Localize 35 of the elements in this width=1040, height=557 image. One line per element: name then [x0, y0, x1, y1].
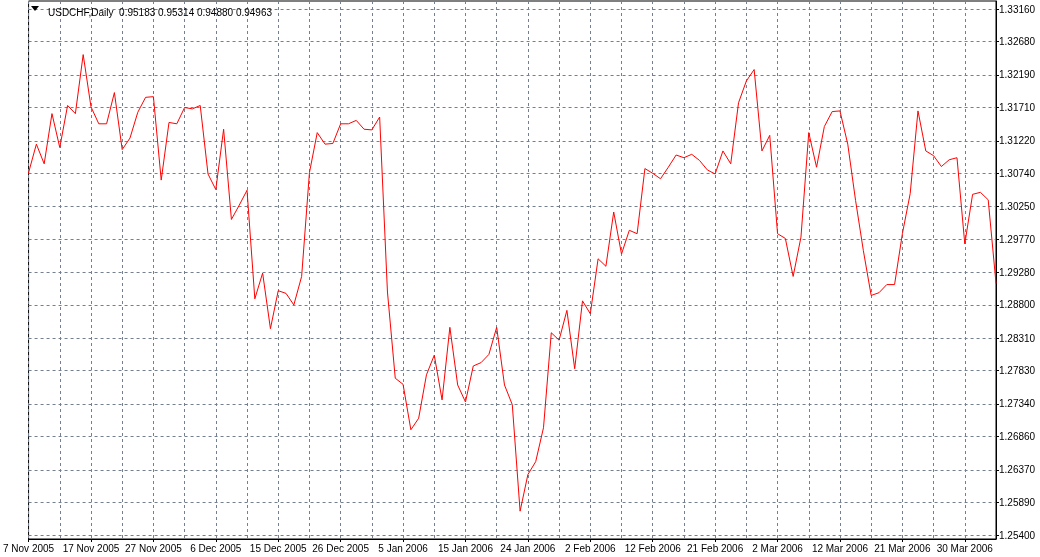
x-tick-label: 15 Jan 2006	[437, 542, 494, 554]
x-tick-label: 12 Feb 2006	[624, 542, 682, 554]
x-tick-label: 15 Dec 2005	[249, 542, 308, 554]
y-tick-label: 1.26860	[999, 431, 1036, 443]
x-tick-label: 6 Dec 2005	[190, 542, 242, 554]
y-tick-label: 1.30740	[999, 167, 1036, 179]
y-tick-label: 1.32680	[999, 36, 1036, 48]
x-tick-label: 2 Feb 2006	[565, 542, 617, 554]
y-tick-label: 1.26370	[999, 464, 1036, 476]
y-tick-label: 1.28310	[999, 332, 1036, 344]
x-tick-label: 27 Nov 2005	[125, 542, 183, 554]
y-tick-label: 1.31220	[999, 135, 1036, 147]
y-tick-label: 1.32190	[999, 69, 1036, 81]
x-tick-label: 21 Feb 2006	[687, 542, 744, 554]
x-tick-label: 21 Mar 2006	[874, 542, 931, 554]
x-tick-label: 12 Mar 2006	[811, 542, 869, 554]
y-tick-label: 1.28800	[999, 299, 1036, 311]
y-tick-label: 1.33160	[999, 3, 1036, 15]
x-tick-label: 7 Nov 2005	[3, 542, 55, 554]
x-tick-label: 24 Jan 2006	[500, 542, 556, 554]
y-tick-label: 1.25890	[999, 496, 1036, 508]
y-tick-label: 1.27340	[999, 398, 1036, 410]
y-tick-label: 1.27830	[999, 365, 1036, 377]
y-tick-label: 1.25400	[999, 530, 1036, 542]
line-series	[28, 54, 997, 512]
text: USDCHF,Daily 0.95183 0.95314 0.94880 0.94963	[48, 6, 273, 18]
x-tick-label: 17 Nov 2005	[62, 542, 120, 554]
y-tick-label: 1.30250	[999, 201, 1036, 213]
y-tick-label: 1.31710	[999, 102, 1036, 114]
y-tick-label: 1.29280	[999, 266, 1036, 278]
y-tick-label: 1.29770	[999, 233, 1036, 245]
x-tick-label: 30 Mar 2006	[936, 542, 994, 554]
x-tick-label: 2 Mar 2006	[752, 542, 804, 554]
x-tick-label: 26 Dec 2005	[312, 542, 370, 554]
x-tick-label: 5 Jan 2006	[378, 542, 429, 554]
